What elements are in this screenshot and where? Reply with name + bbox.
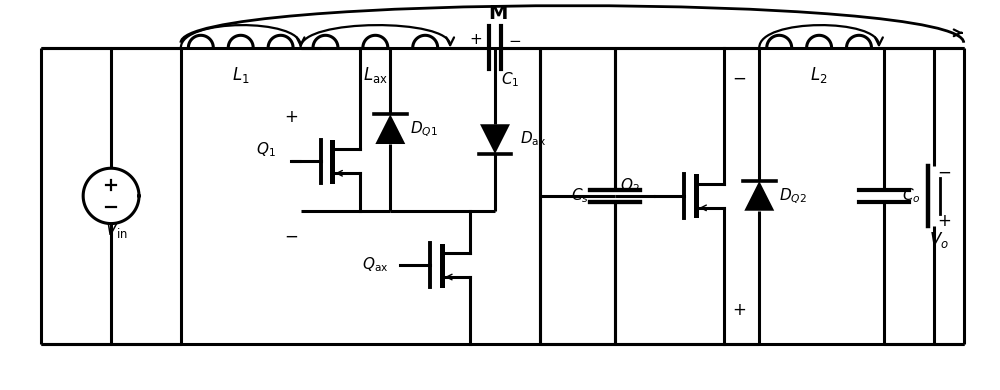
Polygon shape: [744, 181, 774, 211]
Text: $C_1$: $C_1$: [501, 70, 519, 89]
Text: $C_o$: $C_o$: [902, 186, 921, 205]
Text: $+$: $+$: [284, 108, 298, 126]
Text: $V_o$: $V_o$: [929, 230, 949, 250]
Polygon shape: [480, 124, 510, 154]
Polygon shape: [375, 114, 405, 144]
Text: $Q_2$: $Q_2$: [620, 177, 639, 195]
Text: $V_{\rm in}$: $V_{\rm in}$: [105, 220, 128, 241]
Text: $Q_1$: $Q_1$: [256, 140, 276, 159]
Text: $D_{\rm ax}$: $D_{\rm ax}$: [520, 130, 546, 149]
Text: $-$: $-$: [284, 227, 298, 245]
Text: $L_2$: $L_2$: [810, 66, 828, 85]
Text: $\bf{M}$: $\bf{M}$: [488, 4, 508, 23]
FancyArrowPatch shape: [759, 25, 883, 48]
Text: $-$: $-$: [937, 162, 951, 180]
Text: $D_{Q2}$: $D_{Q2}$: [779, 186, 807, 206]
Text: $+$: $+$: [469, 32, 482, 47]
Text: $Q_{\rm ax}$: $Q_{\rm ax}$: [362, 256, 389, 275]
FancyArrowPatch shape: [301, 25, 454, 48]
Text: $D_{Q1}$: $D_{Q1}$: [410, 120, 438, 139]
Text: $L_1$: $L_1$: [232, 66, 250, 85]
FancyArrowPatch shape: [181, 25, 304, 48]
Text: $L_{\rm ax}$: $L_{\rm ax}$: [363, 66, 388, 85]
Text: $+$: $+$: [732, 301, 746, 319]
Text: $-$: $-$: [508, 32, 522, 47]
Text: $C_s$: $C_s$: [571, 186, 589, 205]
Text: $+$: $+$: [937, 212, 951, 230]
Text: $-$: $-$: [732, 68, 746, 86]
